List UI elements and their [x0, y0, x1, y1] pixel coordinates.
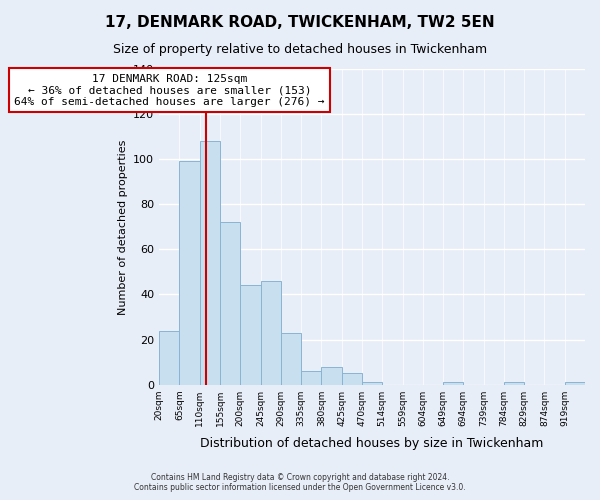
Bar — [341, 374, 362, 384]
Bar — [281, 333, 301, 384]
Bar — [301, 371, 322, 384]
Text: Size of property relative to detached houses in Twickenham: Size of property relative to detached ho… — [113, 42, 487, 56]
X-axis label: Distribution of detached houses by size in Twickenham: Distribution of detached houses by size … — [200, 437, 544, 450]
Bar — [159, 330, 179, 384]
Text: 17 DENMARK ROAD: 125sqm
← 36% of detached houses are smaller (153)
64% of semi-d: 17 DENMARK ROAD: 125sqm ← 36% of detache… — [14, 74, 325, 106]
Y-axis label: Number of detached properties: Number of detached properties — [118, 139, 128, 314]
Bar — [240, 286, 260, 384]
Bar — [565, 382, 585, 384]
Bar — [200, 141, 220, 384]
Bar — [443, 382, 463, 384]
Bar — [322, 366, 341, 384]
Text: 17, DENMARK ROAD, TWICKENHAM, TW2 5EN: 17, DENMARK ROAD, TWICKENHAM, TW2 5EN — [105, 15, 495, 30]
Bar — [504, 382, 524, 384]
Bar — [260, 281, 281, 384]
Bar — [179, 162, 200, 384]
Bar — [362, 382, 382, 384]
Text: Contains HM Land Registry data © Crown copyright and database right 2024.
Contai: Contains HM Land Registry data © Crown c… — [134, 473, 466, 492]
Bar — [220, 222, 240, 384]
